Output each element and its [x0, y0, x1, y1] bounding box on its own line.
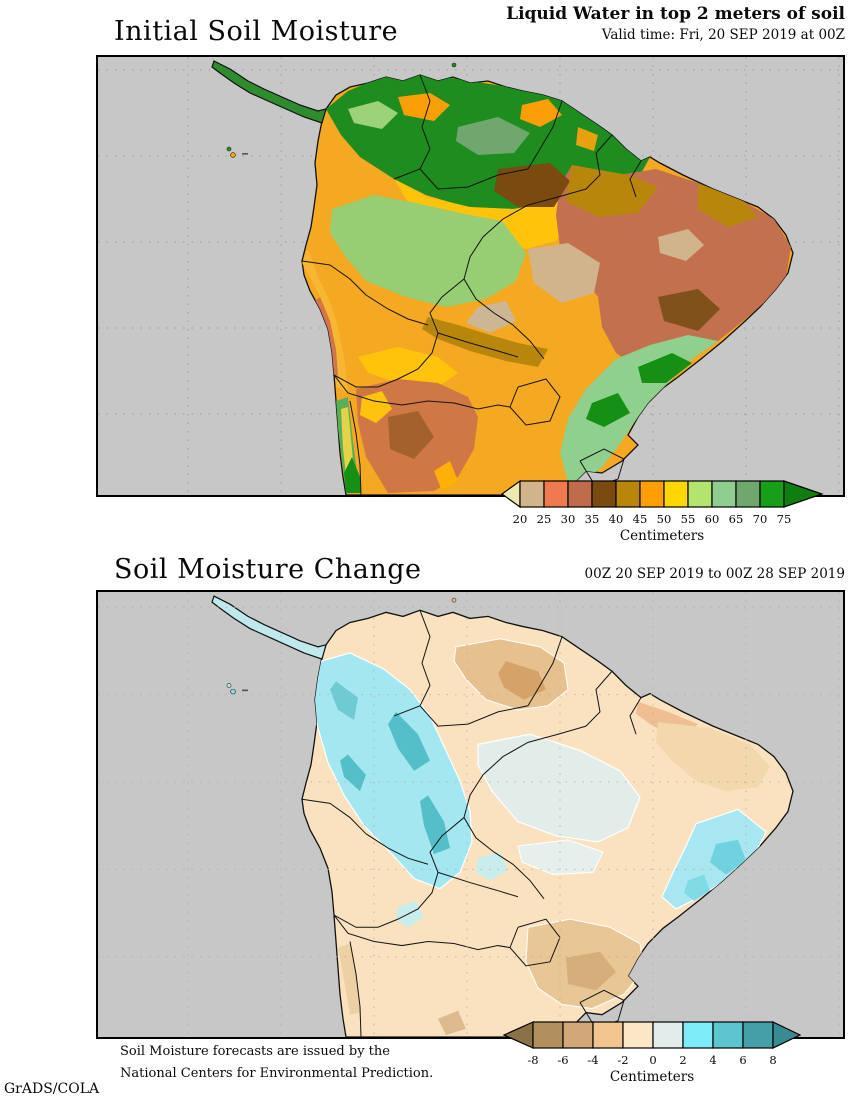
colorbar-segment	[562, 1021, 594, 1049]
valid-time-label: Valid time: Fri, 20 SEP 2019 at 00Z	[601, 27, 845, 43]
colorbar-segment	[735, 480, 761, 508]
colorbar-tick-label: 0	[649, 1053, 656, 1067]
soil-moisture-change-map	[96, 590, 845, 1039]
colorbar-tick-label: 65	[729, 512, 744, 526]
colorbar-tick-label: -4	[587, 1053, 598, 1067]
trinidad-island	[451, 62, 457, 68]
colorbar-segment	[687, 480, 713, 508]
liquid-water-subtitle: Liquid Water in top 2 meters of soil	[506, 4, 845, 24]
soil-moisture-change-title: Soil Moisture Change	[114, 554, 422, 585]
colorbar-units-label: Centimeters	[620, 528, 704, 544]
latlon-gridlines	[98, 592, 843, 1037]
colorbar-tick-label: 35	[585, 512, 600, 526]
galapagos-islands	[226, 146, 248, 158]
colorbar-tick-label: -8	[527, 1053, 538, 1067]
issuer-credit: Soil Moisture forecasts are issued by th…	[120, 1041, 433, 1085]
colorbar-tick-label: 70	[753, 512, 768, 526]
colorbar-segment	[567, 480, 593, 508]
issuer-credit-line2: National Centers for Environmental Predi…	[120, 1066, 434, 1082]
moisture-change-colorbar: -8 -6 -4 -2 0 2 4 6 8 Centimeters	[502, 1021, 802, 1085]
colorbar-tick-label: 20	[513, 512, 528, 526]
soil-moisture-change-map-canvas	[98, 592, 843, 1037]
colorbar-segment	[712, 1021, 744, 1049]
colorbar-tick-label: 50	[657, 512, 672, 526]
colorbar-segment	[663, 480, 689, 508]
colorbar-segment	[639, 480, 665, 508]
grads-cola-attribution: GrADS/COLA	[4, 1081, 100, 1097]
forecast-period-label: 00Z 20 SEP 2019 to 00Z 28 SEP 2019	[584, 566, 845, 582]
colorbar-tick-label: -2	[617, 1053, 628, 1067]
colorbar-tick-label: 2	[679, 1053, 686, 1067]
colorbar-segment	[532, 1021, 564, 1049]
colorbar-tick-label: 75	[777, 512, 792, 526]
trinidad-island	[451, 597, 457, 603]
colorbar-tick-label: 25	[537, 512, 552, 526]
colorbar-units-label: Centimeters	[610, 1069, 694, 1085]
colorbar-tick-label: 4	[709, 1053, 716, 1067]
colorbar-tick-label: 55	[681, 512, 696, 526]
colorbar-overflow-arrow	[783, 480, 824, 508]
colorbar-tick-label: 30	[561, 512, 576, 526]
galapagos-islands	[226, 683, 248, 695]
colorbar-segment	[682, 1021, 714, 1049]
initial-soil-moisture-title: Initial Soil Moisture	[114, 16, 399, 47]
colorbar-segment	[711, 480, 737, 508]
colorbar-segment	[652, 1021, 684, 1049]
colorbar-tick-label: 6	[739, 1053, 746, 1067]
colorbar-underflow-arrow	[502, 1021, 534, 1049]
colorbar-underflow-arrow	[500, 479, 521, 509]
moisture-change-shading	[309, 638, 770, 1035]
colorbar-segment	[591, 480, 617, 508]
colorbar-segment	[615, 480, 641, 508]
colorbar-segment	[543, 480, 569, 508]
initial-soil-moisture-map-canvas	[98, 57, 843, 495]
soil-moisture-shading	[302, 73, 791, 493]
colorbar-segment	[759, 480, 785, 508]
colorbar-segment	[622, 1021, 654, 1049]
colorbar-tick-label: 45	[633, 512, 648, 526]
issuer-credit-line1: Soil Moisture forecasts are issued by th…	[120, 1044, 390, 1059]
colorbar-segment	[519, 480, 545, 508]
colorbar-segment	[592, 1021, 624, 1049]
colorbar-tick-label: 40	[609, 512, 624, 526]
initial-soil-moisture-map	[96, 55, 845, 497]
colorbar-segment	[742, 1021, 774, 1049]
colorbar-tick-label: 8	[769, 1053, 776, 1067]
initial-moisture-colorbar: 20 25 30 35 40 45 50 55 60 65 70 75 Centimeters	[500, 479, 824, 544]
colorbar-tick-label: 60	[705, 512, 720, 526]
colorbar-tick-label: -6	[557, 1053, 568, 1067]
colorbar-overflow-arrow	[772, 1021, 802, 1049]
